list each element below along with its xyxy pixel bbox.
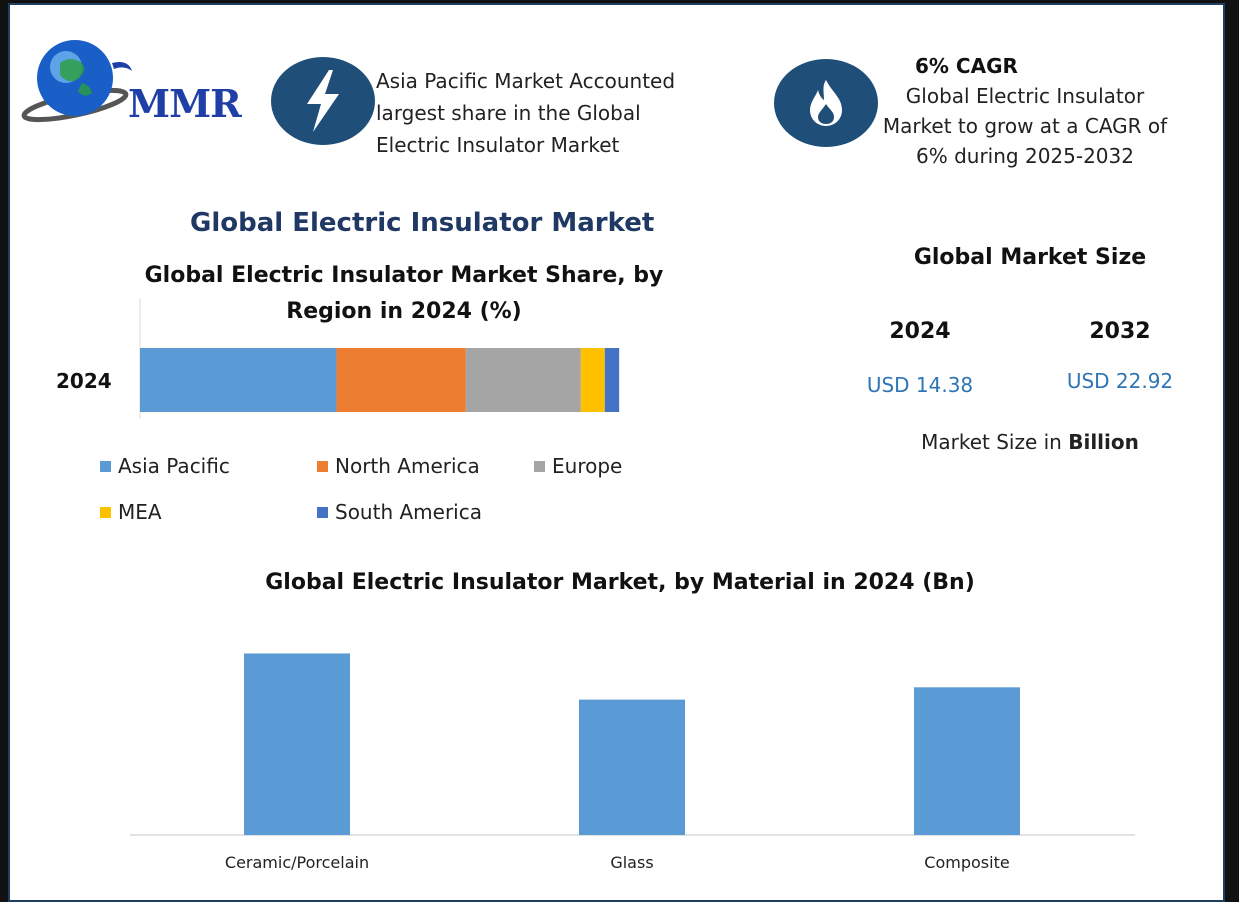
legend-swatch [100, 506, 111, 518]
market-size-title: Global Market Size [913, 245, 1147, 270]
main-title: Global Electric Insulator Market [190, 208, 655, 238]
legend-swatch [100, 460, 111, 472]
legend-swatch [317, 460, 328, 472]
legend-item-north-america: North America [317, 454, 480, 478]
legend-item-mea: MEA [100, 500, 162, 524]
year-start: 2024 [889, 319, 951, 344]
unit-bold: Billion [1068, 430, 1139, 454]
legend-swatch [534, 460, 545, 472]
legend-label: North America [335, 454, 480, 478]
legend-item-asia-pacific: Asia Pacific [100, 454, 230, 478]
material-category-label: Ceramic/Porcelain [225, 853, 369, 872]
legend-item-europe: Europe [534, 454, 622, 478]
highlight-cagr-text: Global Electric Insulator Market to grow… [882, 84, 1168, 168]
region-segment-south-america [604, 348, 620, 412]
region-chart-title: Global Electric Insulator Market Share, … [144, 263, 664, 324]
value-start: USD 14.38 [866, 373, 974, 397]
region-category-label: 2024 [56, 369, 112, 393]
material-bar-composite [914, 687, 1020, 835]
legend-item-south-america: South America [317, 500, 482, 524]
material-bar-chart: Ceramic/Porcelain Glass Composite [130, 653, 1135, 872]
infographic-canvas: MMR Asia Pacific Market Accounted larges… [8, 3, 1225, 902]
material-bar-glass [579, 699, 685, 835]
lightning-icon [307, 70, 339, 132]
flame-badge [774, 59, 878, 147]
value-end: USD 22.92 [1066, 369, 1174, 393]
flame-icon [810, 80, 842, 126]
material-category-label: Glass [610, 853, 653, 872]
highlight-asia-text: Asia Pacific Market Accounted largest sh… [376, 69, 676, 157]
region-segment-mea [580, 348, 605, 412]
legend-label: Europe [552, 454, 623, 478]
legend-label: MEA [118, 500, 162, 524]
region-segment-asia-pacific [140, 348, 337, 412]
legend-label: South America [335, 500, 482, 524]
region-stacked-bar-chart [139, 298, 620, 418]
unit-prefix: Market Size in [921, 430, 1069, 454]
year-end: 2032 [1089, 319, 1151, 344]
material-bar-ceramic-porcelain [244, 653, 350, 835]
globe-icon [21, 40, 132, 123]
material-chart-title: Global Electric Insulator Market, by Mat… [265, 570, 975, 595]
logo-text: MMR [128, 81, 242, 126]
lightning-badge [271, 57, 375, 145]
logo: MMR [20, 33, 250, 133]
region-legend: Asia Pacific North America Europe MEA So… [100, 454, 660, 534]
legend-label: Asia Pacific [118, 454, 230, 478]
legend-swatch [317, 506, 328, 518]
market-size-unit: Market Size in Billion [890, 430, 1170, 454]
material-category-label: Composite [924, 853, 1009, 872]
cagr-heading: 6% CAGR [915, 54, 1018, 78]
region-segment-north-america [336, 348, 466, 412]
region-segment-europe [465, 348, 581, 412]
